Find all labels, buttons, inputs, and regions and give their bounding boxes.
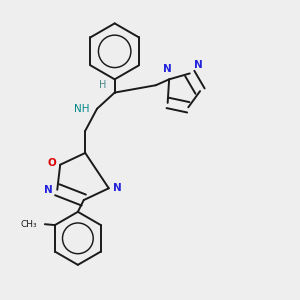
Text: N: N: [113, 183, 122, 193]
Text: NH: NH: [74, 104, 90, 114]
Text: N: N: [163, 64, 172, 74]
Text: N: N: [194, 61, 203, 70]
Text: H: H: [99, 80, 106, 90]
Text: O: O: [47, 158, 56, 168]
Text: CH₃: CH₃: [21, 220, 38, 229]
Text: N: N: [44, 185, 53, 195]
